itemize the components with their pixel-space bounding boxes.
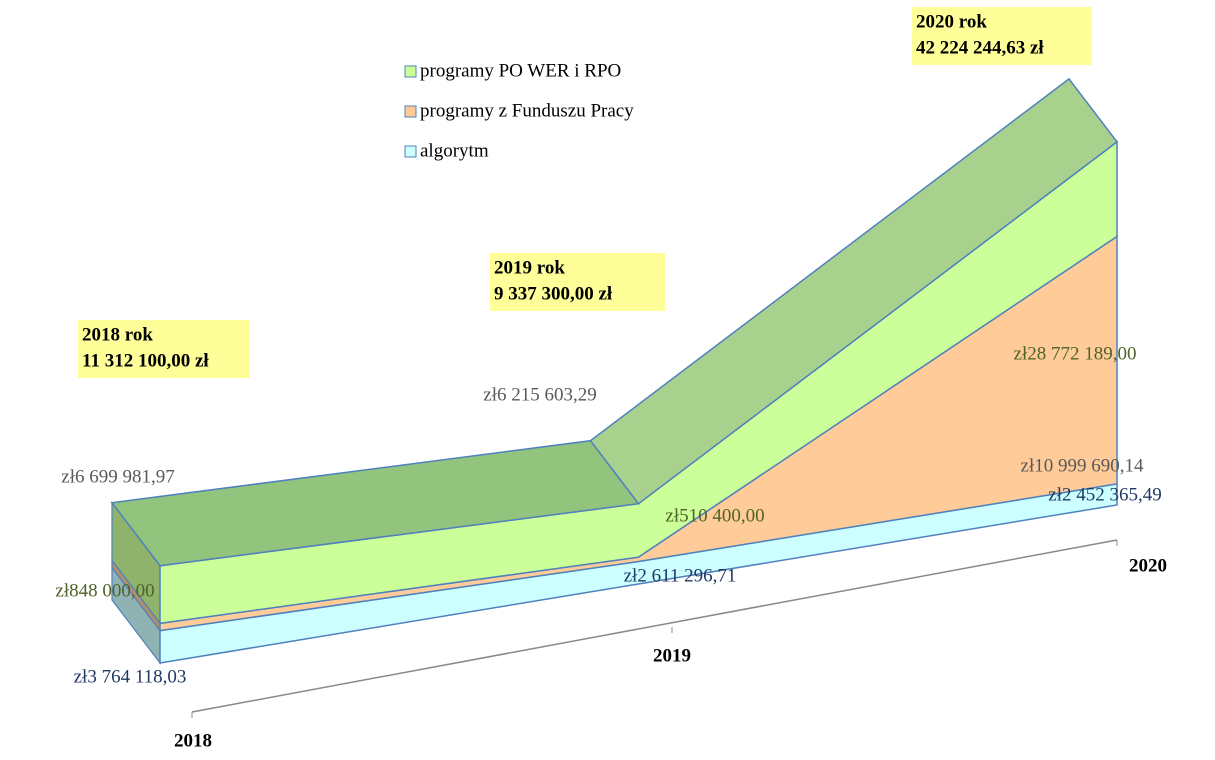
value-label: zł6 215 603,29 <box>483 384 596 405</box>
value-label: zł6 699 981,97 <box>61 466 174 487</box>
value-label: zł510 400,00 <box>665 505 764 526</box>
annotation-text: 2019 rok <box>494 257 565 278</box>
annotation-text: 2018 rok <box>82 324 153 345</box>
annotation-text: 2020 rok <box>916 11 987 32</box>
value-label: zł3 764 118,03 <box>74 666 187 687</box>
annotation-text: 9 337 300,00 zł <box>494 283 613 304</box>
annotation-text: 42 224 244,63 zł <box>916 37 1044 58</box>
legend-label: algorytm <box>420 140 489 161</box>
legend-swatch <box>404 65 417 78</box>
value-label: zł28 772 189,00 <box>1014 343 1137 364</box>
legend-label: programy PO WER i RPO <box>420 60 621 81</box>
annotation-box <box>78 320 250 378</box>
annotation-text: 11 312 100,00 zł <box>82 350 209 371</box>
annotation-box <box>490 253 665 311</box>
x-tick-label: 2018 <box>174 730 212 751</box>
legend-label: programy z Funduszu Pracy <box>420 100 634 121</box>
value-label: zł2 611 296,71 <box>624 565 737 586</box>
x-tick-label: 2020 <box>1129 555 1167 576</box>
x-axis <box>191 539 1118 713</box>
legend-swatch <box>404 145 417 158</box>
value-label: zł10 999 690,14 <box>1021 455 1144 476</box>
value-label: zł2 452 365,49 <box>1048 484 1161 505</box>
legend-swatch <box>404 105 417 118</box>
value-label: zł848 000,00 <box>55 580 154 601</box>
x-tick-label: 2019 <box>653 645 691 666</box>
top-face <box>589 77 1119 505</box>
annotation-box <box>912 7 1092 65</box>
